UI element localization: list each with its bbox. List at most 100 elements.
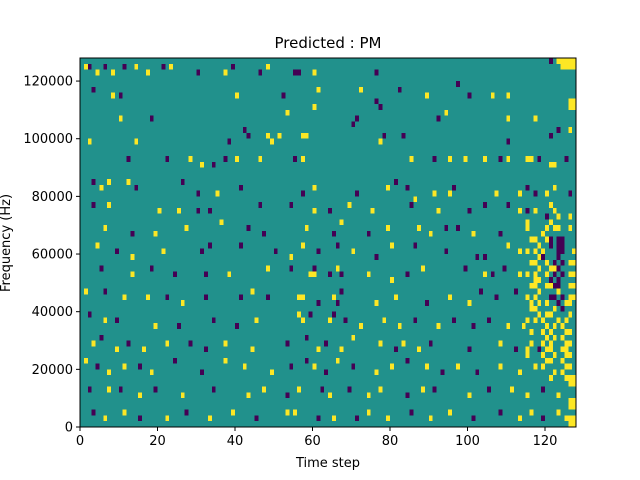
- heatmap-cell: [390, 242, 394, 249]
- heatmap-cell: [331, 294, 336, 301]
- heatmap-cell: [568, 398, 573, 404]
- heatmap-cell: [572, 63, 577, 70]
- y-tick-label: 0: [65, 421, 73, 436]
- heatmap-cell: [552, 161, 557, 168]
- heatmap-cell: [525, 248, 530, 255]
- heatmap-cell: [525, 225, 530, 231]
- heatmap-cell: [176, 207, 181, 214]
- heatmap-cell: [529, 300, 534, 306]
- heatmap-cell: [351, 363, 356, 370]
- heatmap-cell: [572, 104, 577, 110]
- heatmap-cell: [525, 317, 530, 324]
- heatmap-cell: [130, 254, 135, 260]
- heatmap-cell: [502, 265, 507, 272]
- heatmap-cell: [568, 104, 573, 110]
- heatmap-cell: [161, 63, 166, 70]
- x-axis-label: Time step: [295, 456, 360, 471]
- heatmap-cell: [552, 225, 557, 231]
- heatmap-cell: [556, 409, 561, 416]
- heatmap-cell: [529, 236, 534, 243]
- plot-area: [79, 57, 577, 428]
- heatmap-cell: [223, 69, 228, 76]
- heatmap-cell: [91, 202, 96, 208]
- heatmap-cell: [537, 156, 542, 162]
- heatmap-cell: [103, 317, 108, 324]
- heatmap-cell: [246, 392, 251, 399]
- heatmap-cell: [107, 386, 112, 393]
- heatmap-cell: [138, 392, 143, 399]
- heatmap-cell: [142, 346, 146, 353]
- heatmap-cell: [122, 363, 127, 370]
- heatmap-cell: [83, 63, 88, 70]
- heatmap-cell: [529, 156, 534, 162]
- heatmap-cell: [304, 357, 309, 364]
- heatmap-cell: [490, 271, 495, 278]
- heatmap-cell: [223, 357, 228, 364]
- heatmap-cell: [297, 294, 301, 301]
- heatmap-cell: [537, 288, 542, 295]
- heatmap-cell: [250, 288, 255, 295]
- heatmap-cell: [498, 363, 503, 370]
- heatmap-cell: [269, 369, 274, 376]
- heatmap-cell: [211, 161, 216, 168]
- x-tick-label: 100: [455, 434, 480, 449]
- heatmap-cell: [95, 363, 100, 370]
- x-tick-label: 40: [227, 434, 244, 449]
- heatmap-cell: [324, 369, 329, 376]
- heatmap-cell: [149, 115, 154, 122]
- heatmap-cell: [366, 230, 371, 237]
- heatmap-cell: [211, 386, 216, 393]
- heatmap-cell: [475, 369, 480, 376]
- heatmap-cell: [525, 294, 530, 301]
- heatmap-cell: [545, 271, 549, 278]
- heatmap-cell: [556, 58, 561, 64]
- heatmap-cell: [180, 300, 185, 306]
- heatmap-cell: [374, 300, 379, 306]
- heatmap-cell: [300, 190, 305, 197]
- heatmap-cell: [165, 294, 170, 301]
- x-tick-label: 80: [382, 434, 399, 449]
- heatmap-cell: [312, 104, 317, 110]
- heatmap-cell: [320, 386, 325, 393]
- x-tick-label: 0: [76, 434, 84, 449]
- y-tick-label: 120000: [23, 75, 73, 90]
- heatmap-cell: [556, 282, 561, 289]
- heatmap-cell: [316, 300, 321, 306]
- heatmap-cell: [285, 109, 290, 116]
- heatmap-cell: [169, 63, 174, 70]
- heatmap-cell: [277, 132, 282, 139]
- heatmap-cell: [467, 346, 472, 353]
- heatmap-cell: [428, 415, 433, 422]
- heatmap-cell: [99, 334, 104, 341]
- heatmap-cell: [227, 271, 232, 278]
- heatmap-cell: [436, 323, 441, 329]
- heatmap-cell: [444, 225, 449, 231]
- y-axis: 0 20000 40000 60000 80000 100000 120000: [23, 75, 80, 436]
- heatmap-cell: [548, 294, 553, 301]
- heatmap-cell: [238, 242, 243, 249]
- heatmap-cell: [560, 63, 565, 70]
- heatmap-cell: [328, 207, 332, 214]
- heatmap-cell: [196, 69, 201, 76]
- heatmap-cell: [548, 277, 553, 283]
- heatmap-cell: [374, 69, 379, 76]
- heatmap-cell: [525, 207, 530, 214]
- y-tick-label: 100000: [23, 132, 73, 147]
- heatmap-cell: [533, 294, 538, 301]
- heatmap-cell: [83, 288, 88, 295]
- heatmap-cell: [494, 294, 499, 301]
- heatmap-cell: [572, 58, 577, 64]
- heatmap-cell: [517, 415, 522, 422]
- heatmap-cell: [552, 323, 557, 329]
- heatmap-cell: [165, 156, 170, 162]
- heatmap-cell: [134, 138, 139, 145]
- heatmap-cell: [149, 265, 154, 272]
- heatmap-cell: [568, 380, 573, 387]
- heatmap-cell: [572, 271, 577, 278]
- heatmap-cell: [300, 242, 305, 249]
- heatmap-cell: [374, 369, 379, 376]
- heatmap-cell: [483, 271, 487, 278]
- heatmap-cell: [479, 288, 484, 295]
- heatmap-cell: [219, 219, 224, 226]
- heatmap-cell: [506, 323, 511, 329]
